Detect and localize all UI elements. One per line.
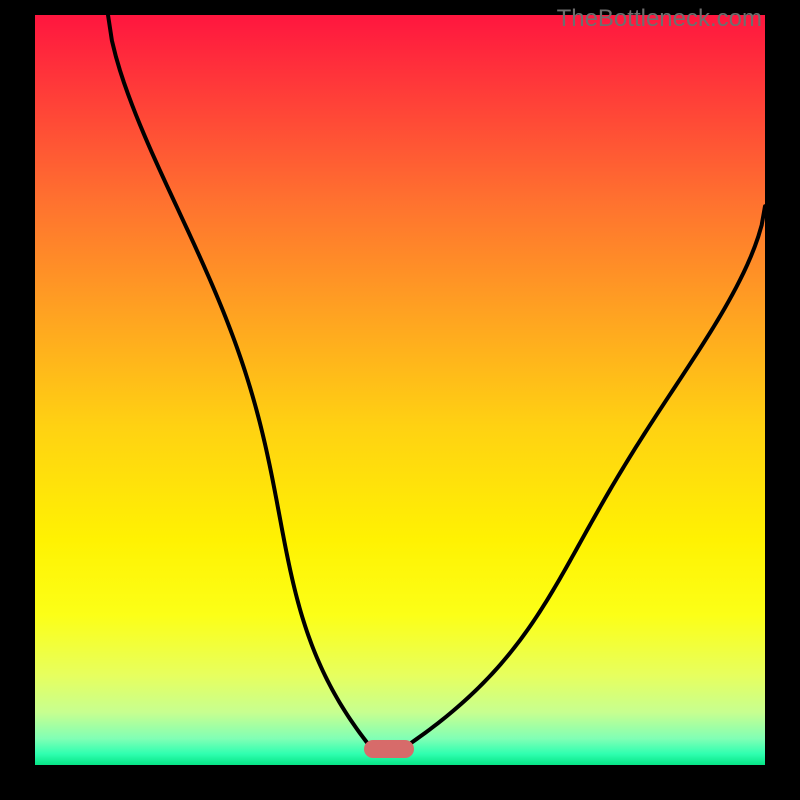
plot-area xyxy=(35,15,765,765)
cusp-marker xyxy=(364,740,414,758)
bottleneck-curve xyxy=(35,15,765,765)
curve-right xyxy=(407,206,765,745)
chart-container: TheBottleneck.com xyxy=(0,0,800,800)
curve-left xyxy=(108,15,369,746)
watermark-text: TheBottleneck.com xyxy=(557,5,762,33)
